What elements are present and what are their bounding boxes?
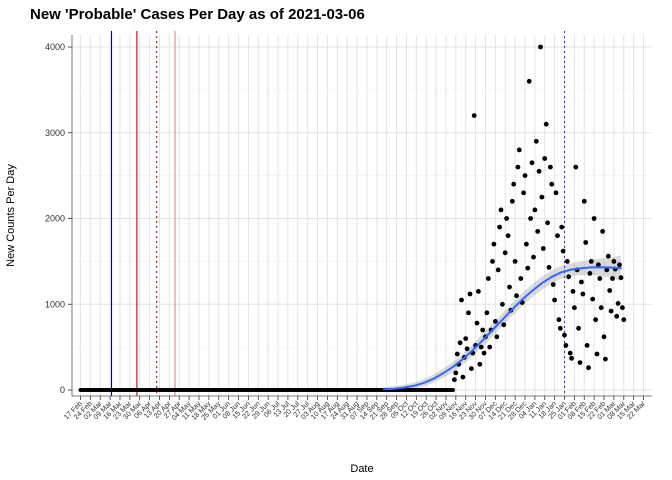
y-tick-label: 4000 — [45, 42, 65, 52]
y-grid-minor — [72, 89, 652, 348]
axes — [71, 35, 652, 397]
chart-title: New 'Probable' Cases Per Day as of 2021-… — [30, 6, 365, 23]
y-axis-labels: 0 1000 2000 3000 4000 — [45, 42, 65, 395]
x-axis-title: Date — [350, 463, 373, 475]
x-grid-major — [79, 35, 645, 396]
smooth-line — [382, 266, 622, 391]
y-tick-label: 0 — [60, 385, 65, 395]
axis-titles: Date New Counts Per Day — [5, 164, 374, 475]
x-axis-ticks — [80, 396, 644, 400]
y-axis-ticks — [68, 46, 72, 391]
y-tick-label: 2000 — [45, 214, 65, 224]
y-tick-label: 3000 — [45, 128, 65, 138]
y-tick-label: 1000 — [45, 299, 65, 309]
y-axis-title: New Counts Per Day — [5, 164, 17, 267]
zero-run-points — [78, 388, 455, 392]
plot-panel — [72, 35, 652, 396]
